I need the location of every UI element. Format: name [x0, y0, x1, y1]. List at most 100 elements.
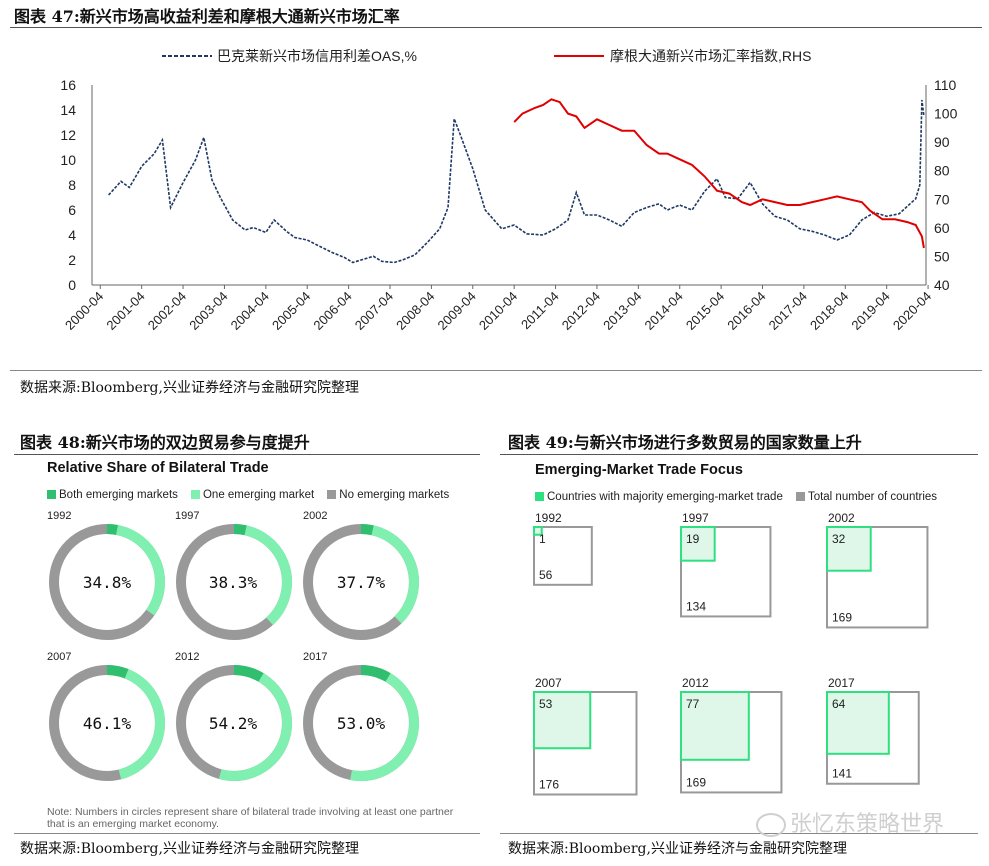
fig47-right-tick: 90 [934, 134, 950, 150]
fig49-total-square [680, 526, 772, 618]
fig48-legend-both: Both emerging markets [47, 489, 178, 501]
fig48-title: 图表 48:新兴市场的双边贸易参与度提升 [20, 433, 310, 452]
fig47-x-tick: 2005-04 [269, 289, 313, 333]
fig49-year: 2017 [828, 676, 855, 690]
fig49-year: 2012 [682, 676, 709, 690]
fig49-majority-value: 64 [832, 697, 846, 711]
fig49-majority-square [826, 691, 890, 755]
fig47-source: 数据来源:Bloomberg,兴业证券经济与金融研究院整理 [20, 380, 359, 396]
fig48-year: 2017 [303, 651, 328, 663]
fig48-donut-one [371, 525, 419, 624]
fig48-source: 数据来源:Bloomberg,兴业证券经济与金融研究院整理 [20, 841, 359, 857]
fig48-donut-one [244, 525, 292, 626]
fig47-title-rule [10, 27, 982, 28]
fig47-x-tick: 2017-04 [766, 289, 810, 333]
fig47-right-tick: 80 [934, 163, 950, 179]
fig47-x-tick: 2006-04 [310, 289, 354, 333]
fig47-left-tick: 4 [68, 227, 76, 243]
fig48-donut-one [115, 525, 165, 616]
fig47-x-tick: 2014-04 [642, 289, 686, 333]
fig47-left-tick: 12 [60, 127, 76, 143]
fig48-donut-one [350, 673, 419, 781]
fig49-majority-square [680, 691, 750, 761]
fig48-donut-value: 38.3% [208, 573, 258, 592]
fig48-donut-both [360, 524, 374, 536]
fig48-note-line1: Note: Numbers in circles represent share… [47, 806, 454, 818]
fig47-source-rule-top [10, 370, 982, 371]
fig47-left-tick: 16 [60, 77, 76, 93]
fig47-x-tick: 2007-04 [352, 289, 396, 333]
fig47-legend-oas: 巴克莱新兴市场信用利差OAS,% [217, 48, 417, 64]
fig47-chart: 02468101214164050607080901001102000-0420… [60, 48, 958, 333]
fig47-x-tick: 2018-04 [807, 289, 851, 333]
fig48-donut-value: 54.2% [208, 714, 258, 733]
fig49-source-rule [500, 833, 978, 834]
fig47-left-tick: 0 [68, 277, 76, 293]
fig47-oas-line [108, 99, 925, 264]
fig47-left-tick: 6 [68, 202, 76, 218]
fig47-fx-line [513, 98, 925, 249]
fig48-donut-value: 34.8% [82, 573, 132, 592]
fig49-total-value: 56 [539, 568, 553, 582]
fig49-majority-square [533, 526, 543, 536]
fig47-x-tick: 2020-04 [890, 289, 934, 333]
fig47-x-tick: 2004-04 [228, 289, 272, 333]
fig49-legend-majority: Countries with majority emerging-market … [535, 491, 783, 503]
wechat-icon [756, 813, 786, 837]
fig47-x-tick: 2019-04 [848, 289, 892, 333]
fig47-x-tick: 2010-04 [476, 289, 520, 333]
fig48-donut-value: 46.1% [82, 714, 132, 733]
fig47-legend-fx: 摩根大通新兴市场汇率指数,RHS [610, 48, 811, 64]
fig48-year: 2007 [47, 651, 72, 663]
fig49-majority-square [680, 526, 716, 562]
fig47-title: 图表 47:新兴市场高收益利差和摩根大通新兴市场汇率 [14, 7, 400, 26]
fig47-x-tick: 2012-04 [559, 289, 603, 333]
fig49-total-value: 176 [539, 778, 559, 792]
fig49-total-value: 141 [832, 767, 852, 781]
fig48-donut-both [233, 665, 264, 682]
fig49-majority-value: 1 [539, 532, 546, 546]
fig49-year: 1997 [682, 511, 709, 525]
fig48-source-rule [14, 833, 480, 834]
fig47-left-tick: 8 [68, 177, 76, 193]
fig47-x-tick: 2008-04 [393, 289, 437, 333]
fig47-left-tick: 14 [60, 102, 76, 118]
fig48-donut-value: 53.0% [336, 714, 386, 733]
fig49-total-value: 134 [686, 599, 706, 613]
fig48-year: 1992 [47, 510, 72, 522]
fig49-total-square [826, 526, 929, 629]
fig48-legend-none: No emerging markets [327, 489, 449, 501]
fig48-donut-one [218, 673, 292, 781]
fig49-year: 2007 [535, 676, 562, 690]
fig49-source: 数据来源:Bloomberg,兴业证券经济与金融研究院整理 [508, 841, 847, 857]
fig48-donut-both [233, 524, 247, 536]
fig47-right-tick: 100 [934, 106, 958, 122]
fig47-right-tick: 50 [934, 248, 950, 264]
watermark: 张忆东策略世界 [756, 806, 944, 838]
fig48-donut-both [106, 524, 118, 535]
fig49-legend-total: Total number of countries [795, 491, 937, 503]
fig47-x-tick: 2015-04 [683, 289, 727, 333]
fig48-donut-value: 37.7% [336, 573, 386, 592]
fig47-x-tick: 2000-04 [62, 289, 106, 333]
fig48-year: 2012 [175, 651, 200, 663]
fig47-left-tick: 10 [60, 152, 76, 168]
fig48-donut-both [360, 665, 391, 682]
fig47-x-tick: 2002-04 [145, 289, 189, 333]
fig49-majority-value: 19 [686, 532, 700, 546]
fig49-chart-title: Emerging-Market Trade Focus [535, 462, 743, 478]
fig47-x-tick: 2001-04 [103, 289, 147, 333]
fig48-legend-one: One emerging market [190, 489, 314, 501]
fig48-note-line2: that is an emerging market economy. [47, 818, 219, 830]
fig49-legend: Countries with majority emerging-market … [535, 486, 945, 505]
fig47-x-tick: 2013-04 [600, 289, 644, 333]
fig47-x-tick: 2003-04 [186, 289, 230, 333]
fig48-legend: Both emerging markets One emerging marke… [47, 484, 457, 503]
fig47-x-tick: 2016-04 [724, 289, 768, 333]
fig48-donuts [49, 524, 419, 781]
fig49-title-rule [500, 454, 978, 455]
fig47-right-tick: 60 [934, 220, 950, 236]
fig49-year: 1992 [535, 511, 562, 525]
fig49-total-value: 169 [832, 610, 852, 624]
fig48-donut-one [118, 669, 166, 780]
